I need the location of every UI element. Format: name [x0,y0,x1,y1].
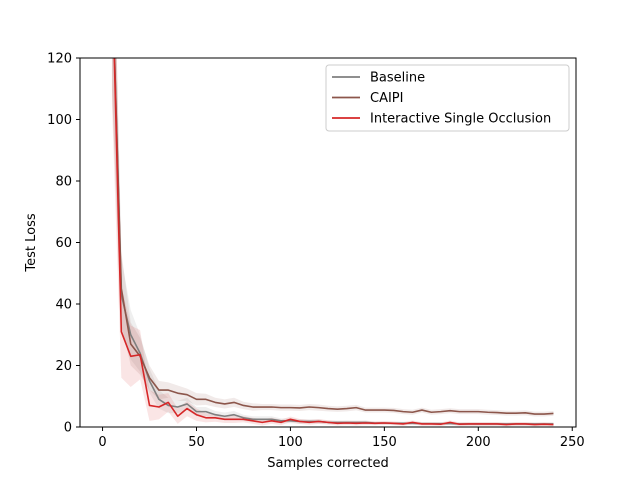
x-axis: 0 50 100 150 200 250 [98,427,585,450]
y-tick-label: 20 [55,359,72,374]
legend-label: Interactive Single Occlusion [370,112,551,127]
y-tick-label: 60 [55,236,72,251]
line-baseline [113,58,554,425]
y-tick-label: 40 [55,298,72,313]
x-axis-label: Samples corrected [267,456,388,471]
y-axis: 0 20 40 60 80 100 120 [47,52,80,436]
y-tick-label: 100 [47,113,72,128]
x-tick-label: 100 [278,435,303,450]
y-axis-label: Test Loss [24,213,39,272]
x-tick-label: 250 [560,435,585,450]
band-caipi [111,58,554,417]
y-tick-label: 120 [47,52,72,67]
legend-label: Baseline [370,71,425,86]
line-interactive-single-occlusion [113,58,554,426]
y-tick-label: 0 [64,421,72,436]
line-caipi [113,58,554,415]
y-tick-label: 80 [55,175,72,190]
legend-label: CAIPI [370,91,403,106]
confidence-bands [111,58,554,427]
series-lines [113,58,554,426]
x-tick-label: 150 [372,435,397,450]
band-baseline [111,58,554,426]
legend-box [325,64,570,132]
x-tick-label: 0 [98,435,106,450]
legend: Baseline CAIPI Interactive Single Occlusio… [325,64,570,132]
band-interactive-single-occlusion [111,58,554,427]
x-tick-label: 50 [188,435,205,450]
x-tick-label: 200 [466,435,491,450]
